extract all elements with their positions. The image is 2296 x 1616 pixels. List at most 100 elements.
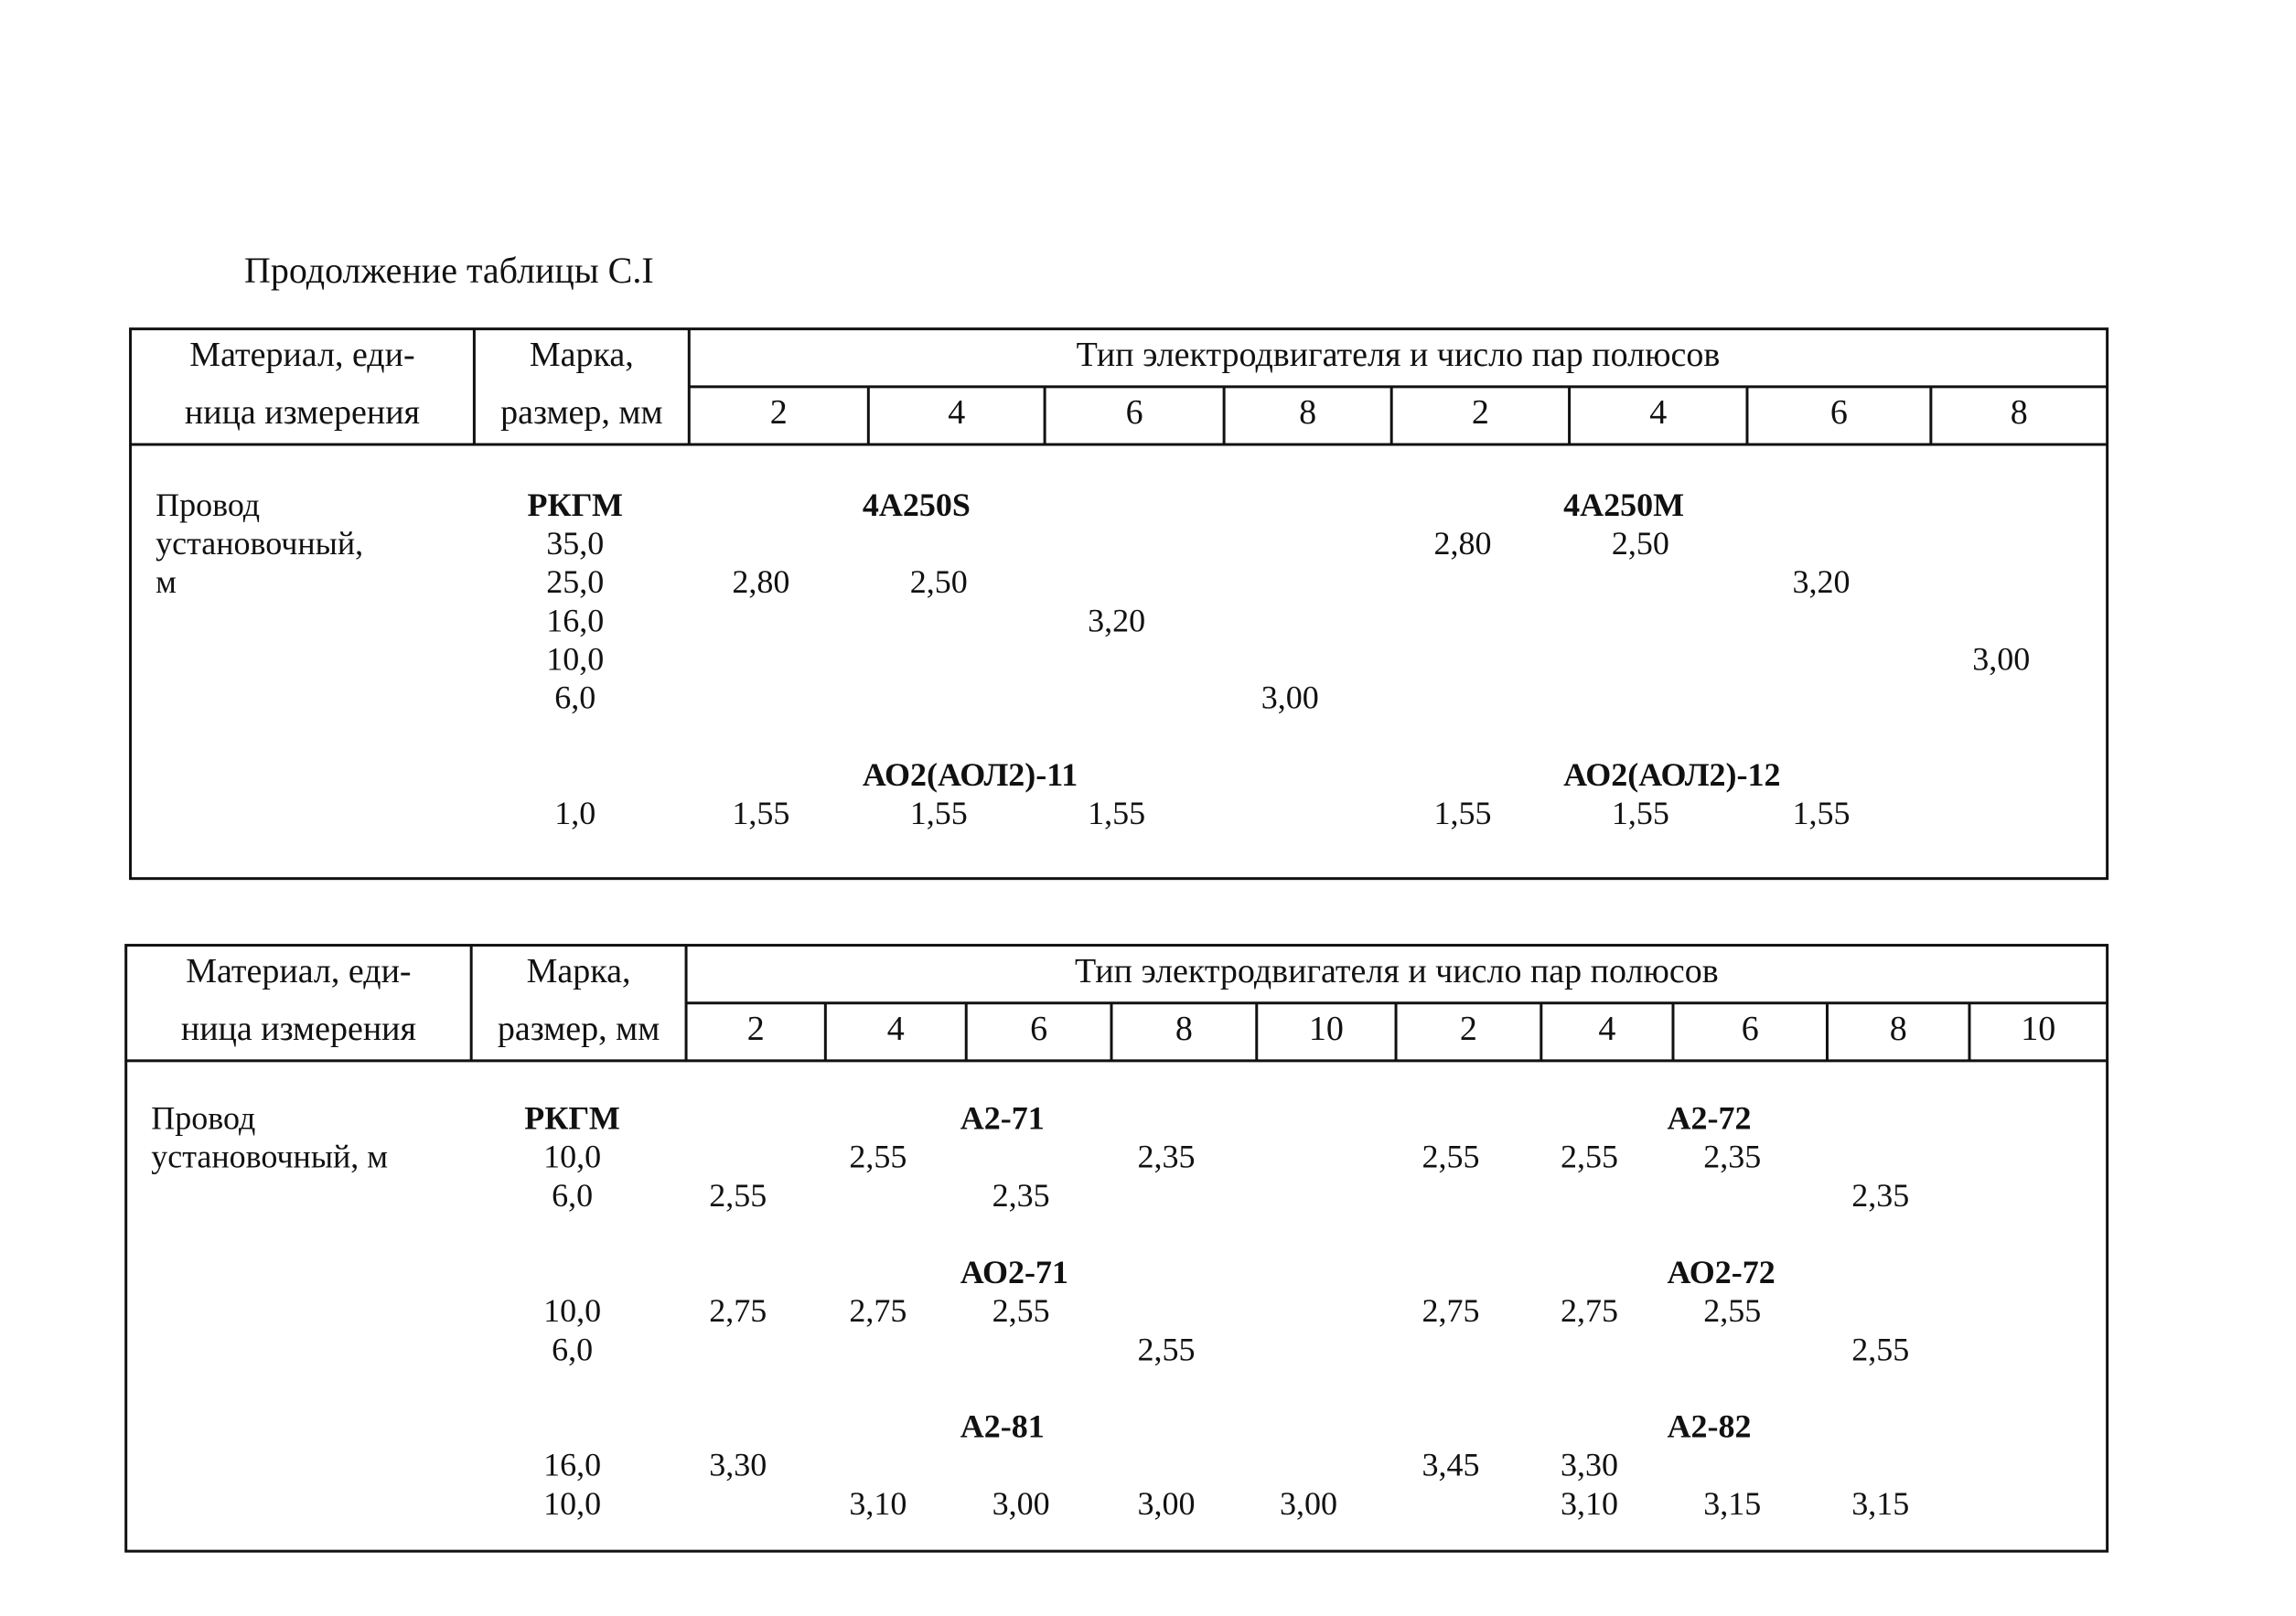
header-pole: 8 xyxy=(1175,1010,1193,1048)
header-pole: 6 xyxy=(1830,393,1848,432)
value-cell: 3,45 xyxy=(1422,1447,1479,1483)
value-cell: 1,55 xyxy=(1612,795,1669,831)
value-cell: 3,00 xyxy=(1280,1485,1337,1522)
mark: 25,0 xyxy=(546,563,604,600)
header-cell: Марка, xyxy=(530,336,634,374)
value-cell: 1,55 xyxy=(732,795,789,831)
value-cell: 2,55 xyxy=(992,1292,1050,1329)
motor-type: 4А250М xyxy=(1563,487,1684,523)
header-cell: ница измерения xyxy=(185,393,420,432)
mark: 6,0 xyxy=(552,1331,593,1367)
value-cell: 3,30 xyxy=(1561,1447,1618,1483)
caption: Продолжение таблицы С.I xyxy=(244,250,654,291)
value-cell: 2,80 xyxy=(1433,525,1491,562)
value-cell: 2,75 xyxy=(709,1292,767,1329)
value-cell: 2,75 xyxy=(1422,1292,1479,1329)
value-cell: 3,15 xyxy=(1703,1485,1761,1522)
value-cell: 2,55 xyxy=(709,1177,767,1214)
value-cell: 1,55 xyxy=(1433,795,1491,831)
table-border xyxy=(129,327,2109,881)
header-pole: 2 xyxy=(770,393,788,432)
mark: РКГМ xyxy=(528,487,624,523)
header-pole: 6 xyxy=(1126,393,1143,432)
material: установочный, xyxy=(156,525,363,562)
header-pole: 6 xyxy=(1030,1010,1047,1048)
value-cell: 2,80 xyxy=(732,563,789,600)
mark: 6,0 xyxy=(552,1177,593,1214)
motor-type: А2-82 xyxy=(1668,1408,1752,1445)
header-pole: 2 xyxy=(1460,1010,1477,1048)
value-cell: 3,15 xyxy=(1851,1485,1909,1522)
mark: 1,0 xyxy=(554,795,595,831)
motor-type: АО2(АОЛ2)-12 xyxy=(1563,756,1780,793)
value-cell: 3,00 xyxy=(992,1485,1050,1522)
header-pole: 4 xyxy=(1649,393,1667,432)
motor-type: 4А250S xyxy=(863,487,971,523)
header-pole: 6 xyxy=(1742,1010,1759,1048)
motor-type: А2-71 xyxy=(960,1100,1045,1137)
motor-type: А2-81 xyxy=(960,1408,1045,1445)
header-cell: ница измерения xyxy=(181,1010,416,1048)
motor-type: АО2(АОЛ2)-11 xyxy=(863,756,1078,793)
value-cell: 2,55 xyxy=(1703,1292,1761,1329)
value-cell: 1,55 xyxy=(1792,795,1850,831)
header-pole: 4 xyxy=(1598,1010,1615,1048)
mark: 16,0 xyxy=(543,1447,601,1483)
mark: 10,0 xyxy=(543,1485,601,1522)
header-pole: 10 xyxy=(2021,1010,2055,1048)
value-cell: 2,55 xyxy=(1137,1331,1195,1367)
header-pole: 2 xyxy=(1472,393,1489,432)
value-cell: 3,00 xyxy=(1972,640,2030,677)
value-cell: 2,55 xyxy=(1422,1139,1479,1175)
value-cell: 2,55 xyxy=(849,1139,907,1175)
mark: 6,0 xyxy=(554,680,595,716)
header-cell: размер, мм xyxy=(498,1010,660,1048)
header-pole: 2 xyxy=(747,1010,765,1048)
header-pole: 4 xyxy=(887,1010,905,1048)
header-pole: 8 xyxy=(2011,393,2028,432)
value-cell: 3,20 xyxy=(1792,563,1850,600)
value-cell: 2,55 xyxy=(1561,1139,1618,1175)
table-border xyxy=(124,944,2109,1553)
value-cell: 3,20 xyxy=(1088,602,1145,638)
mark: 16,0 xyxy=(546,602,604,638)
header-pole: 4 xyxy=(948,393,965,432)
header-cell: Марка, xyxy=(527,952,631,990)
header-cell: размер, мм xyxy=(500,393,662,432)
motor-type: АО2-71 xyxy=(960,1254,1068,1290)
header-pole: 10 xyxy=(1309,1010,1344,1048)
header-group: Тип электродвигателя и число пар полюсов xyxy=(1075,952,1719,990)
value-cell: 3,00 xyxy=(1261,680,1319,716)
material: установочный, м xyxy=(151,1139,388,1175)
material: м xyxy=(156,563,177,600)
value-cell: 1,55 xyxy=(1088,795,1145,831)
header-pole: 8 xyxy=(1890,1010,1907,1048)
value-cell: 1,55 xyxy=(910,795,968,831)
value-cell: 3,10 xyxy=(849,1485,907,1522)
mark: 10,0 xyxy=(546,640,604,677)
value-cell: 2,35 xyxy=(992,1177,1050,1214)
value-cell: 2,35 xyxy=(1703,1139,1761,1175)
value-cell: 2,75 xyxy=(1561,1292,1618,1329)
header-cell: Материал, еди- xyxy=(189,336,414,374)
value-cell: 2,50 xyxy=(910,563,968,600)
value-cell: 3,00 xyxy=(1137,1485,1195,1522)
motor-type: А2-72 xyxy=(1668,1100,1752,1137)
value-cell: 2,50 xyxy=(1612,525,1669,562)
value-cell: 2,35 xyxy=(1851,1177,1909,1214)
header-cell: Материал, еди- xyxy=(186,952,411,990)
mark: 10,0 xyxy=(543,1139,601,1175)
material: Провод xyxy=(156,487,260,523)
mark: 35,0 xyxy=(546,525,604,562)
header-group: Тип электродвигателя и число пар полюсов xyxy=(1077,336,1721,374)
value-cell: 2,55 xyxy=(1851,1331,1909,1367)
mark: РКГМ xyxy=(524,1100,620,1137)
motor-type: АО2-72 xyxy=(1668,1254,1776,1290)
value-cell: 3,10 xyxy=(1561,1485,1618,1522)
mark: 10,0 xyxy=(543,1292,601,1329)
header-pole: 8 xyxy=(1299,393,1316,432)
value-cell: 2,75 xyxy=(849,1292,907,1329)
value-cell: 2,35 xyxy=(1137,1139,1195,1175)
material: Провод xyxy=(151,1100,255,1137)
